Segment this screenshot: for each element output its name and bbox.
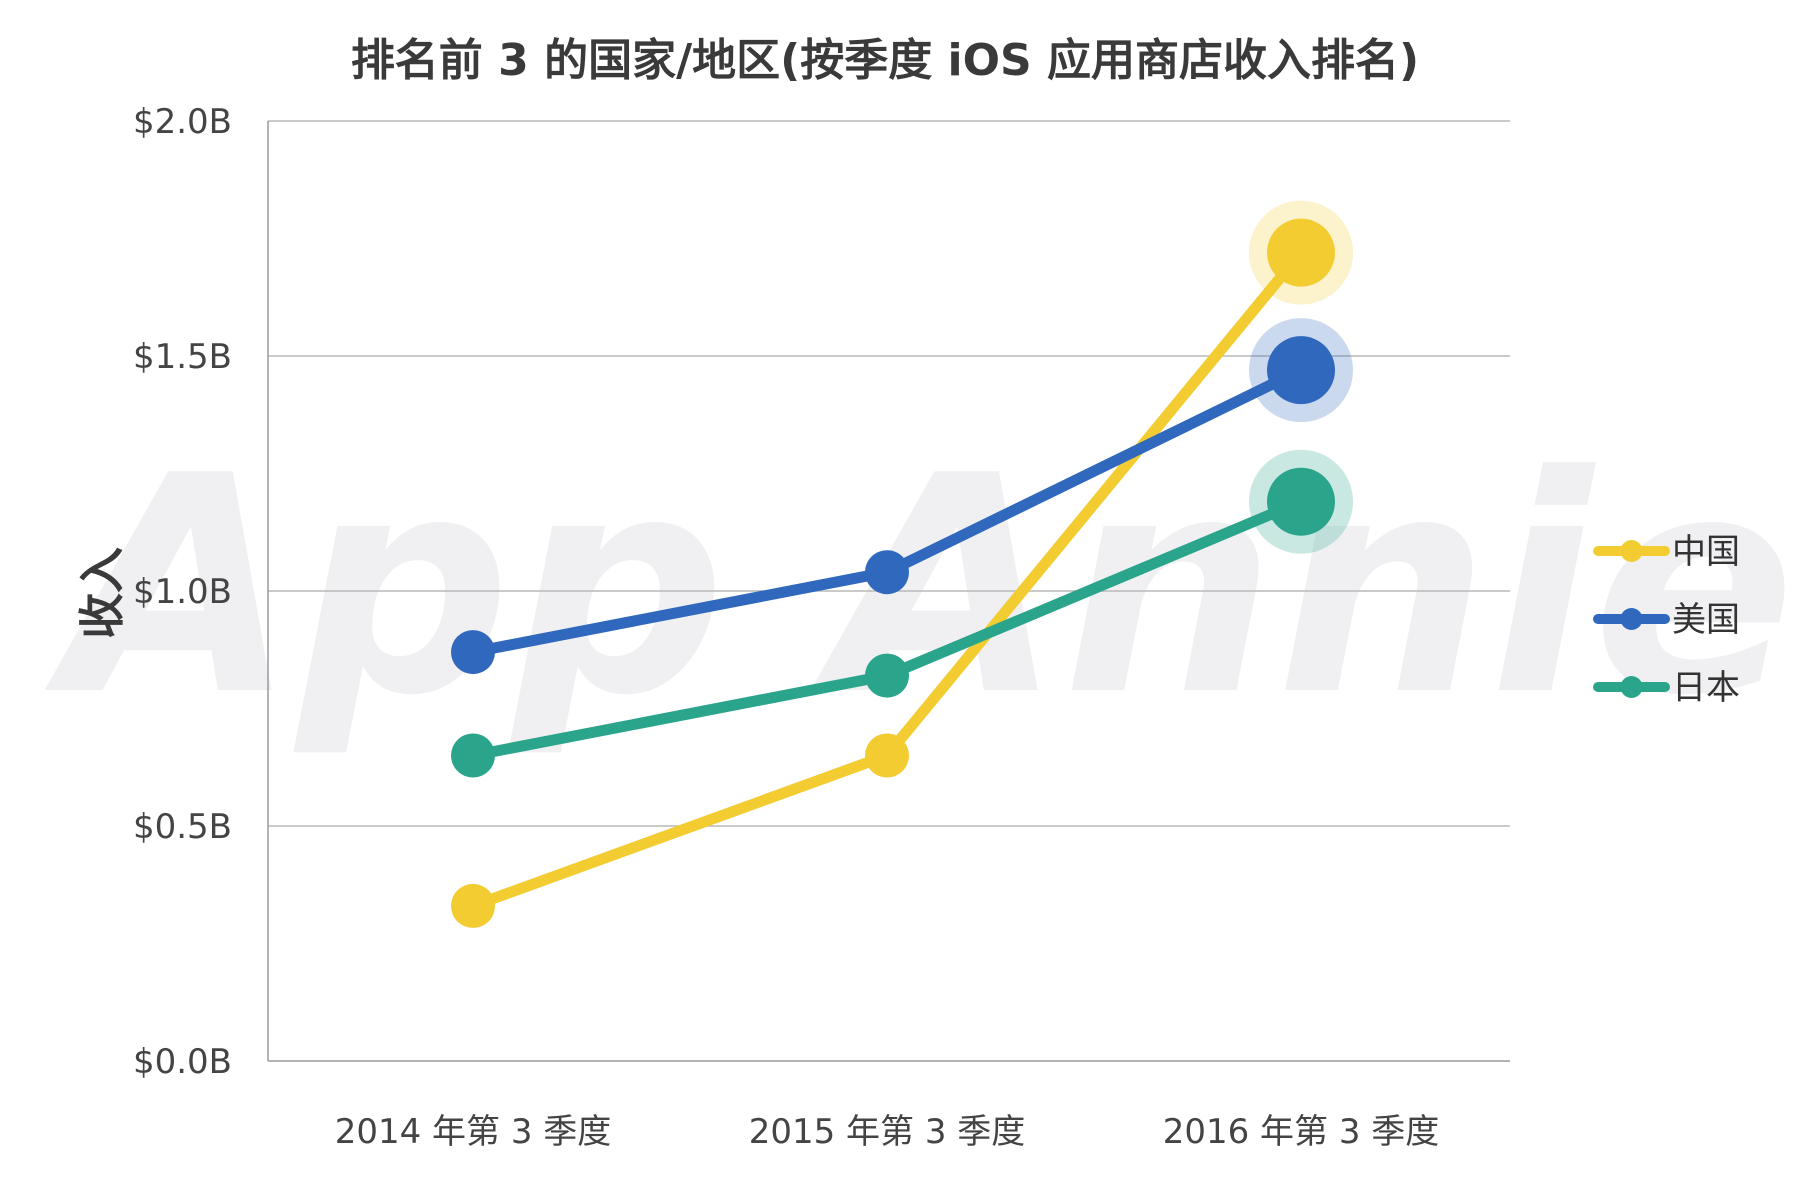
data-point — [865, 653, 909, 698]
series-group — [451, 200, 1353, 928]
data-point — [865, 733, 909, 778]
y-axis-title: 收入 — [75, 547, 129, 639]
y-tick-label: $0.0B — [133, 1042, 232, 1082]
y-tick-label: $1.5B — [133, 337, 232, 377]
legend-item: 中国 — [1593, 532, 1740, 572]
data-point — [451, 733, 495, 778]
x-tick-label: 2015 年第 3 季度 — [749, 1112, 1026, 1152]
grid-lines — [268, 120, 1510, 827]
data-point — [1267, 218, 1335, 287]
x-tick-label: 2014 年第 3 季度 — [335, 1112, 612, 1152]
y-tick-label: $1.0B — [133, 572, 232, 612]
data-point — [865, 550, 909, 595]
data-point — [1267, 467, 1335, 536]
y-tick-label: $2.0B — [133, 102, 232, 142]
legend-label: 日本 — [1672, 668, 1740, 708]
data-point — [451, 883, 495, 928]
legend-label: 中国 — [1672, 532, 1740, 572]
data-point — [451, 630, 495, 675]
series-layer — [451, 200, 1353, 928]
x-tick-label: 2016 年第 3 季度 — [1163, 1112, 1440, 1152]
series-group — [451, 449, 1353, 778]
chart-title: 排名前 3 的国家/地区(按季度 iOS 应用商店收入排名) — [351, 35, 1419, 86]
watermark-text: App Annie — [41, 412, 1796, 761]
legend-item: 日本 — [1593, 668, 1740, 708]
legend-marker — [1620, 676, 1643, 698]
legend-label: 美国 — [1672, 600, 1740, 640]
data-point — [1267, 336, 1335, 405]
y-tick-label: $0.5B — [133, 807, 232, 847]
axes: $0.0B $0.5B $1.0B $1.5B $2.0B 2014 年第 3 季度 201… — [133, 102, 1510, 1152]
series-group — [451, 318, 1353, 675]
legend-marker — [1620, 608, 1643, 630]
legend-item: 美国 — [1593, 600, 1740, 640]
legend-marker — [1620, 540, 1643, 562]
